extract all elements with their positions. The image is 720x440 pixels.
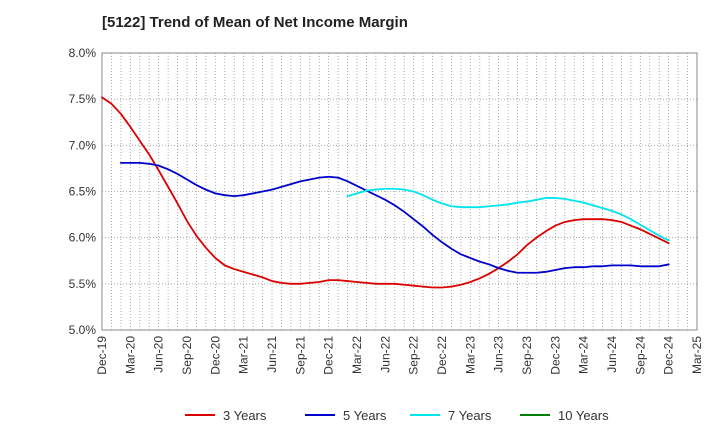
x-tick-label: Mar-24 <box>577 336 591 374</box>
x-tick-label: Dec-23 <box>548 336 562 375</box>
series-lines <box>101 96 670 289</box>
legend-label: 7 Years <box>448 408 492 423</box>
plot-area <box>101 52 698 331</box>
y-tick-label: 5.0% <box>69 323 97 337</box>
x-tick-label: Mar-23 <box>463 336 477 374</box>
legend-label: 3 Years <box>223 408 267 423</box>
axes: 5.0% 5.5% 6.0% 6.5% 7.0% 7.5% 8.0% Dec-19 Mar-20… <box>69 46 704 375</box>
x-tick-label: Mar-25 <box>690 336 704 374</box>
x-tick-label: Mar-22 <box>350 336 364 374</box>
series-line-3-years <box>101 96 670 289</box>
legend-label: 5 Years <box>343 408 387 423</box>
x-tick-label: Mar-21 <box>237 336 251 374</box>
series-line-7-years <box>346 187 670 242</box>
y-tick-label: 7.5% <box>69 92 97 106</box>
y-tick-label: 8.0% <box>69 46 97 60</box>
legend-label: 10 Years <box>558 408 609 423</box>
grid <box>101 52 698 331</box>
x-tick-label: Jun-21 <box>265 336 279 373</box>
x-tick-label: Dec-24 <box>662 336 676 375</box>
x-tick-label: Sep-21 <box>293 336 307 375</box>
x-tick-label: Jun-22 <box>378 336 392 373</box>
x-tick-label: Dec-20 <box>208 336 222 375</box>
x-tick-label: Mar-20 <box>123 336 137 374</box>
x-tick-label: Jun-24 <box>605 336 619 373</box>
legend: 3 Years 5 Years 7 Years 10 Years <box>185 408 609 423</box>
x-tick-label: Dec-22 <box>435 336 449 375</box>
y-tick-label: 6.5% <box>69 185 97 199</box>
x-tick-label: Sep-23 <box>520 336 534 375</box>
y-tick-label: 5.5% <box>69 277 97 291</box>
x-tick-label: Dec-21 <box>322 336 336 375</box>
x-tick-label: Sep-22 <box>407 336 421 375</box>
y-tick-label: 6.0% <box>69 231 97 245</box>
x-tick-label: Sep-24 <box>633 336 647 375</box>
series-line-5-years <box>119 161 670 274</box>
x-tick-label: Sep-20 <box>180 336 194 375</box>
chart-title: [5122] Trend of Mean of Net Income Margi… <box>102 14 408 31</box>
x-tick-label: Jun-23 <box>492 336 506 373</box>
y-tick-label: 7.0% <box>69 138 97 152</box>
x-tick-label: Jun-20 <box>152 336 166 373</box>
x-tick-label: Dec-19 <box>95 336 109 375</box>
